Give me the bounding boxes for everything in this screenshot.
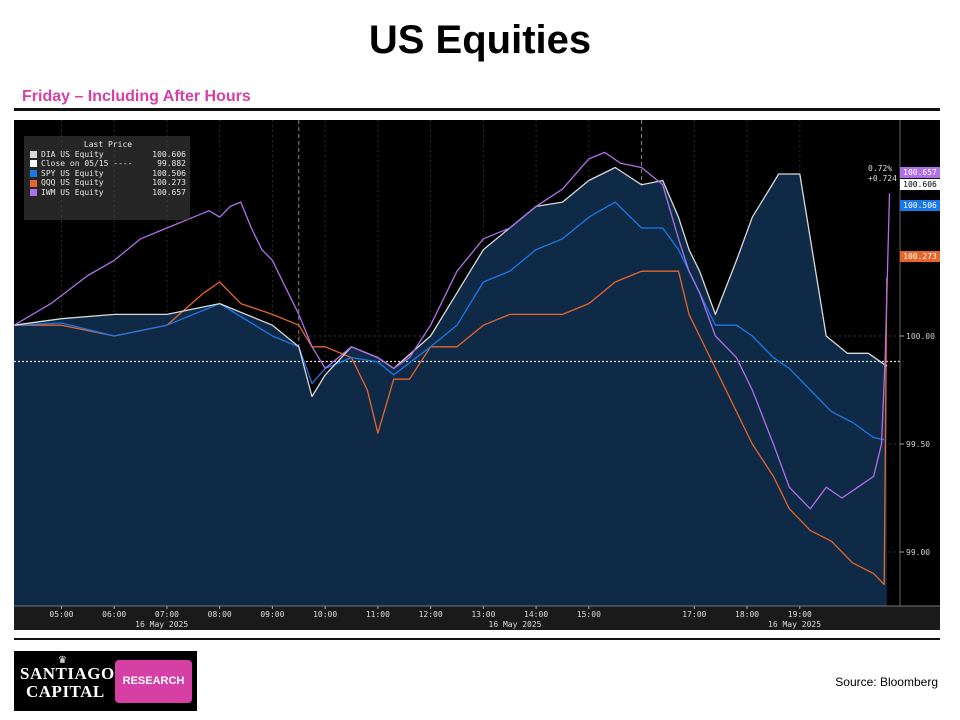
legend-series-name-text: Close on 05/15 [41,159,109,169]
y-tick-label: 100.00 [906,332,935,341]
legend-series-value: 100.657 [152,187,186,197]
x-tick-label: 15:00 [577,610,601,619]
logo-wordmark: Santiago Capital [20,665,115,701]
santiago-capital-logo: ♛ Santiago Capital RESEARCH [14,651,197,711]
legend-series-name: SPY US Equity [41,168,104,178]
legend-series-value: 100.506 [152,168,186,178]
x-tick-label: 14:00 [524,610,548,619]
x-tick-label: 05:00 [49,610,73,619]
x-axis-band [14,606,940,630]
legend-series-value: 99.882 [157,159,186,169]
bottom-divider [14,638,940,640]
crown-icon: ♛ [58,655,67,666]
research-badge: RESEARCH [115,660,192,703]
page-title: US Equities [368,18,592,62]
series-line-iwm [14,151,891,510]
series-line-spy [14,201,885,441]
legend-series-value: 100.606 [152,149,186,159]
last-price-tag-iwm: 100.657 [900,167,940,178]
last-price-tag-spy: 100.506 [900,200,940,211]
x-date-label: 16 May 2025 [768,620,821,629]
legend-swatch [30,160,37,168]
x-date-label: 16 May 2025 [489,620,542,629]
series-line-qqq [14,270,888,586]
legend-item: Close on 05/15 ---- 99.882 [30,159,186,169]
legend-series-name: IWM US Equity [41,187,104,197]
x-tick-label: 11:00 [366,610,390,619]
x-tick-label: 07:00 [155,610,179,619]
chart-subtitle: Friday – Including After Hours [22,88,251,105]
legend-item: DIA US Equity 100.606 [30,150,186,160]
x-tick-label: 10:00 [313,610,337,619]
chart-legend: Last Price DIA US Equity 100.606 Close o… [24,136,190,220]
source-note: Source: Bloomberg [835,675,938,689]
legend-title: Last Price [83,140,133,149]
y-tick-label: 99.50 [906,440,930,449]
chart-canvas: 99.00 99.50 100.00 05:00 06:00 07:00 08:00 09:0… [14,120,940,630]
y-tick-label: 99.00 [906,548,930,557]
legend-swatch [30,179,37,187]
logo-line-1: Santiago [20,664,115,683]
price-chart: 99.00 99.50 100.00 05:00 06:00 07:00 08:00 09:0… [14,120,940,630]
legend-series-name: QQQ US Equity [41,178,104,188]
series-line-dia [14,166,888,398]
legend-swatch [30,189,37,197]
legend-swatch [30,150,37,158]
x-tick-label: 18:00 [735,610,759,619]
x-tick-label: 19:00 [788,610,812,619]
change-annotation-abs: +0.724 [868,174,897,183]
legend-series-name: DIA US Equity [41,149,104,159]
legend-swatch [30,170,37,178]
legend-item: IWM US Equity 100.657 [30,188,186,198]
legend-series-name: Close on 05/15 ---- [41,159,133,169]
x-tick-label: 06:00 [102,610,126,619]
x-tick-label: 08:00 [208,610,232,619]
logo-line-2: Capital [26,682,105,701]
last-price-tag-qqq: 100.273 [900,251,940,262]
legend-item: QQQ US Equity 100.273 [30,178,186,188]
legend-series-value: 100.273 [152,178,186,188]
last-price-tag-dia: 100.606 [900,179,940,190]
x-tick-label: 12:00 [419,610,443,619]
x-tick-label: 13:00 [471,610,495,619]
change-annotation-pct: 0.72% [868,164,893,173]
x-tick-label: 09:00 [260,610,284,619]
x-date-label: 16 May 2025 [135,620,188,629]
legend-item: SPY US Equity 100.506 [30,169,186,179]
x-tick-label: 17:00 [682,610,706,619]
series-area-dia [14,167,887,606]
top-divider [14,108,940,111]
